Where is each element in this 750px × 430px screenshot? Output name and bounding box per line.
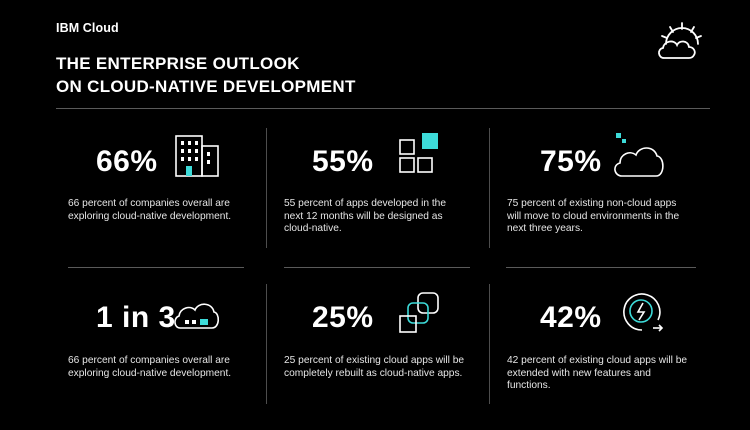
title-line-1: THE ENTERPRISE OUTLOOK bbox=[56, 54, 300, 73]
buildings-icon bbox=[175, 135, 219, 177]
stat-value: 42% bbox=[540, 301, 602, 334]
refresh-circle-icon bbox=[623, 293, 664, 332]
column-divider-3 bbox=[266, 284, 267, 404]
column-divider-1 bbox=[266, 128, 267, 248]
stat-description: 75 percent of existing non-cloud apps wi… bbox=[507, 198, 680, 235]
stat-description: 66 percent of companies overall are expl… bbox=[68, 198, 232, 222]
row-divider-2 bbox=[284, 267, 470, 268]
brand-name: IBM Cloud bbox=[56, 21, 119, 35]
title-line-2: ON CLOUD-NATIVE DEVELOPMENT bbox=[56, 77, 356, 96]
grid-squares-icon bbox=[399, 133, 438, 173]
row-divider-1 bbox=[68, 267, 244, 268]
stat-value: 55% bbox=[312, 145, 374, 178]
stat-value: 1 in 3 bbox=[96, 301, 176, 334]
stat-description: 42 percent of existing cloud apps will b… bbox=[507, 355, 688, 392]
cloud-icon bbox=[614, 133, 664, 177]
row-divider-3 bbox=[506, 267, 696, 268]
stat-description: 55 percent of apps developed in the next… bbox=[284, 198, 446, 235]
page-title: THE ENTERPRISE OUTLOOK ON CLOUD-NATIVE D… bbox=[56, 52, 356, 98]
rebuild-squares-icon bbox=[399, 292, 439, 333]
column-divider-2 bbox=[489, 128, 490, 248]
sun-cloud-icon bbox=[658, 22, 702, 59]
stat-value: 66% bbox=[96, 145, 158, 178]
header-divider bbox=[56, 108, 710, 109]
stat-value: 25% bbox=[312, 301, 374, 334]
cloud-storage-icon bbox=[174, 303, 220, 329]
column-divider-4 bbox=[489, 284, 490, 404]
stat-description: 66 percent of companies overall are expl… bbox=[68, 355, 232, 379]
stat-description: 25 percent of existing cloud apps will b… bbox=[284, 355, 465, 379]
stat-value: 75% bbox=[540, 145, 602, 178]
